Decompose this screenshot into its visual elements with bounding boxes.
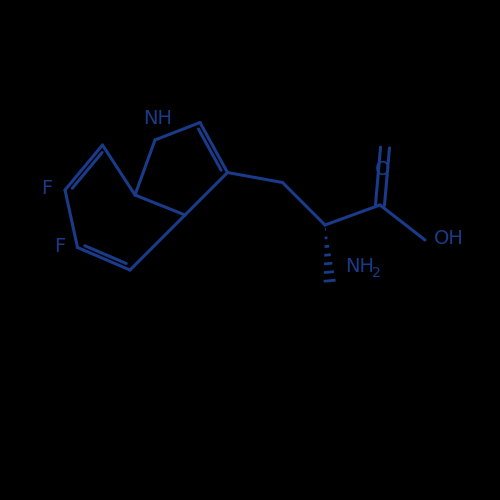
Text: NH: NH — [143, 108, 172, 128]
Text: O: O — [375, 160, 390, 179]
Text: F: F — [41, 179, 52, 198]
Text: NH: NH — [345, 257, 374, 276]
Text: 2: 2 — [372, 266, 382, 280]
Text: OH: OH — [434, 230, 464, 248]
Text: F: F — [54, 236, 65, 256]
